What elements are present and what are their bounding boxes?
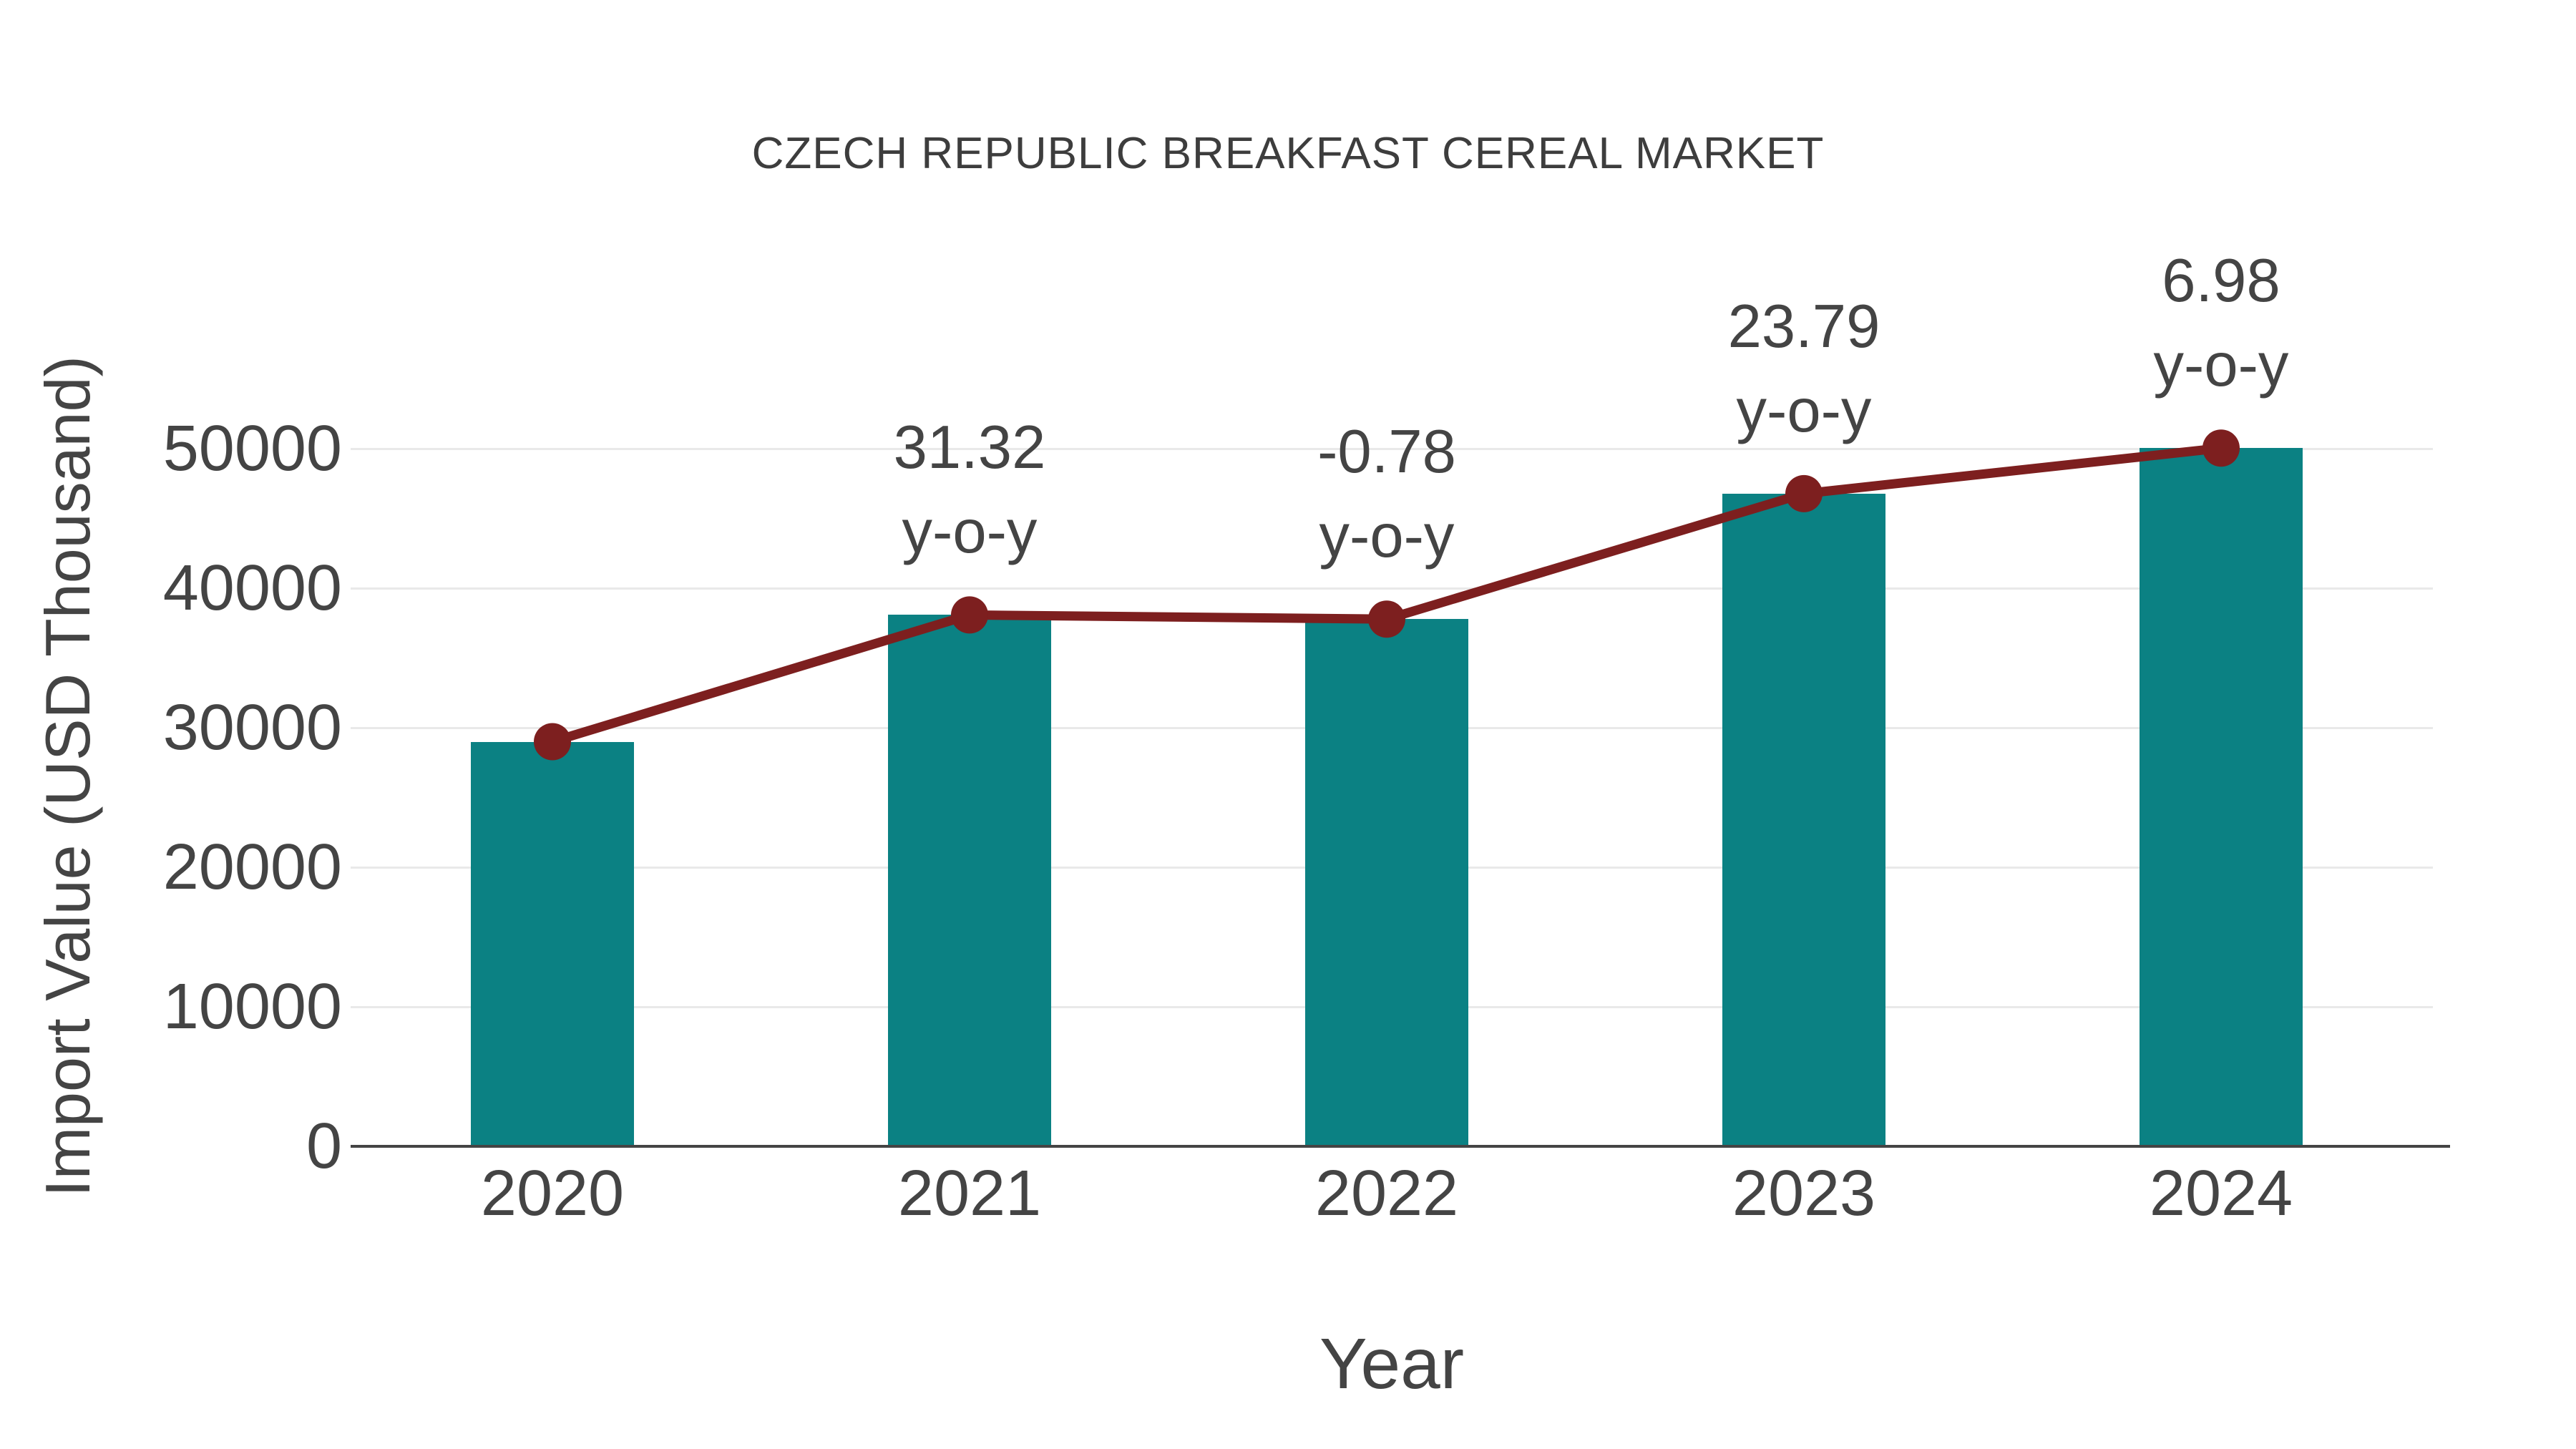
annotation-value-2022: -0.78 [1317,418,1456,487]
trend-marker-2024 [2202,429,2240,467]
bar-2022 [1305,619,1468,1146]
bar-2024 [2140,448,2303,1146]
x-axis-title: Year [1319,1324,1465,1404]
trend-marker-2020 [534,723,571,761]
trend-marker-2021 [951,596,988,634]
x-tick-label-2024: 2024 [2149,1158,2293,1229]
bar-2021 [888,615,1051,1146]
annotation-value-2023: 23.79 [1727,292,1880,361]
x-tick-label-2022: 2022 [1314,1158,1459,1229]
x-tick-label-2021: 2021 [897,1158,1042,1229]
annotation-value-2021: 31.32 [893,414,1046,482]
annotation-suffix-2021: y-o-y [902,498,1038,567]
bar-2020 [471,741,634,1146]
bar-2023 [1722,493,1885,1146]
annotation-suffix-2023: y-o-y [1736,376,1872,445]
chart-title: CZECH REPUBLIC BREAKFAST CEREAL MARKET [751,129,1825,178]
y-tick-label-10000: 10000 [162,971,342,1043]
annotation-value-2024: 6.98 [2162,247,2280,316]
trend-line [551,443,2222,746]
y-tick-label-20000: 20000 [162,831,342,903]
annotation-suffix-2024: y-o-y [2153,331,2289,400]
gridline-50000 [351,447,2433,450]
trend-marker-2023 [1785,474,1823,512]
y-tick-label-30000: 30000 [162,692,342,763]
annotation-suffix-2022: y-o-y [1319,502,1455,571]
x-tick-label-2020: 2020 [480,1158,625,1229]
x-axis-line [351,1145,2450,1148]
gridline-40000 [351,587,2433,590]
y-tick-label-0: 0 [306,1111,342,1182]
y-tick-label-40000: 40000 [162,552,342,624]
trend-marker-2022 [1368,600,1405,638]
y-tick-label-50000: 50000 [162,413,342,484]
x-tick-label-2023: 2023 [1732,1158,1876,1229]
